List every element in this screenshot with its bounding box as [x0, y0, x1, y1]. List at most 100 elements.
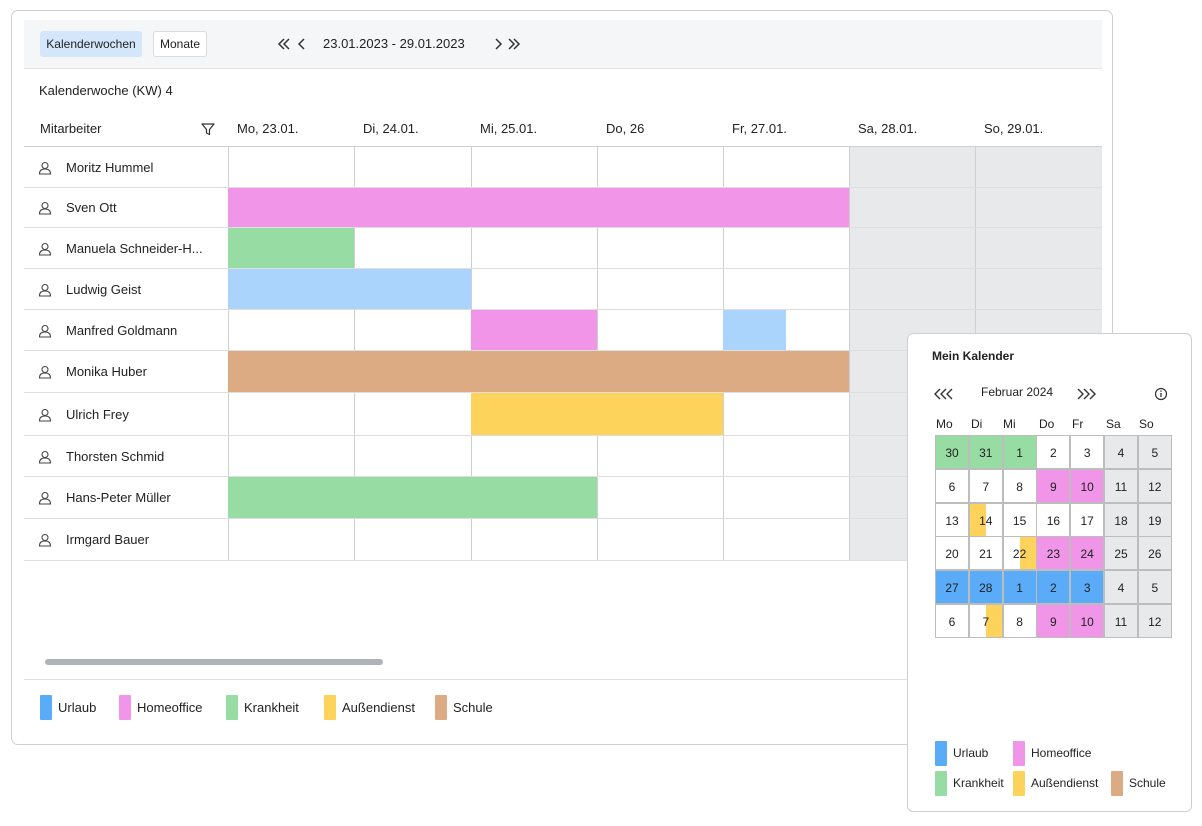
- employee-cell[interactable]: Manuela Schneider-H...: [24, 228, 228, 268]
- calendar-day[interactable]: 10: [1070, 468, 1105, 503]
- day-cell[interactable]: [354, 147, 471, 187]
- calendar-day[interactable]: 5: [1137, 570, 1172, 605]
- calendar-day[interactable]: 16: [1036, 502, 1071, 537]
- employee-cell[interactable]: Moritz Hummel: [24, 147, 228, 187]
- day-cell[interactable]: [975, 147, 1102, 187]
- day-cell[interactable]: [597, 269, 723, 309]
- calendar-day[interactable]: 15: [1002, 502, 1037, 537]
- day-cell[interactable]: [228, 393, 354, 435]
- calendar-day[interactable]: 30: [935, 435, 969, 469]
- calendar-day[interactable]: 26: [1137, 536, 1172, 571]
- double-chevron-left-icon[interactable]: [277, 37, 291, 51]
- calendar-day[interactable]: 8: [1002, 468, 1037, 503]
- employee-cell[interactable]: Sven Ott: [24, 188, 228, 227]
- absence-bar-homeoffice[interactable]: [228, 188, 849, 227]
- employee-cell[interactable]: Manfred Goldmann: [24, 310, 228, 350]
- employee-cell[interactable]: Ulrich Frey: [24, 393, 228, 435]
- day-cell[interactable]: [597, 436, 723, 476]
- day-cell[interactable]: [975, 269, 1102, 309]
- view-months-button[interactable]: Monate: [153, 31, 207, 57]
- calendar-day[interactable]: 13: [935, 502, 969, 537]
- calendar-day[interactable]: 25: [1104, 536, 1138, 571]
- chevron-right-icon[interactable]: [491, 37, 505, 51]
- day-cell[interactable]: [597, 228, 723, 268]
- calendar-day[interactable]: 4: [1104, 435, 1138, 469]
- calendar-day[interactable]: 10: [1070, 604, 1105, 638]
- calendar-day[interactable]: 11: [1104, 604, 1138, 638]
- absence-bar-homeoffice[interactable]: [471, 310, 597, 350]
- day-cell[interactable]: [975, 188, 1102, 227]
- day-cell[interactable]: [471, 228, 597, 268]
- filter-icon[interactable]: [201, 122, 215, 136]
- calendar-day[interactable]: 17: [1070, 502, 1105, 537]
- day-cell[interactable]: [228, 436, 354, 476]
- day-cell[interactable]: [723, 436, 849, 476]
- day-cell[interactable]: [723, 228, 849, 268]
- calendar-prev-icon[interactable]: [934, 387, 956, 401]
- calendar-day[interactable]: 14: [968, 502, 1003, 537]
- day-cell[interactable]: [354, 519, 471, 560]
- day-cell[interactable]: [597, 519, 723, 560]
- absence-bar-urlaub[interactable]: [723, 310, 786, 350]
- day-cell[interactable]: [723, 477, 849, 518]
- calendar-day[interactable]: 7: [968, 468, 1003, 503]
- absence-bar-aussendienst[interactable]: [471, 393, 723, 435]
- calendar-day[interactable]: 3: [1070, 435, 1105, 469]
- day-cell[interactable]: [975, 228, 1102, 268]
- absence-bar-urlaub[interactable]: [228, 269, 471, 309]
- calendar-day[interactable]: 2: [1036, 435, 1071, 469]
- calendar-day[interactable]: 2: [1036, 570, 1071, 605]
- calendar-day[interactable]: 27: [935, 570, 969, 605]
- day-cell[interactable]: [597, 147, 723, 187]
- absence-bar-schule[interactable]: [228, 351, 849, 392]
- calendar-day[interactable]: 28: [968, 570, 1003, 605]
- calendar-day[interactable]: 20: [935, 536, 969, 571]
- calendar-day[interactable]: 21: [968, 536, 1003, 571]
- calendar-day[interactable]: 4: [1104, 570, 1138, 605]
- absence-bar-krankheit[interactable]: [228, 228, 354, 268]
- day-cell[interactable]: [354, 228, 471, 268]
- calendar-day[interactable]: 12: [1137, 468, 1172, 503]
- info-icon[interactable]: [1154, 387, 1168, 401]
- view-weeks-button[interactable]: Kalenderwochen: [40, 31, 142, 57]
- day-cell[interactable]: [849, 188, 975, 227]
- double-chevron-right-icon[interactable]: [507, 37, 521, 51]
- calendar-day[interactable]: 19: [1137, 502, 1172, 537]
- day-cell[interactable]: [849, 269, 975, 309]
- day-cell[interactable]: [354, 393, 471, 435]
- employee-cell[interactable]: Monika Huber: [24, 351, 228, 392]
- day-cell[interactable]: [471, 269, 597, 309]
- day-cell[interactable]: [471, 436, 597, 476]
- absence-bar-krankheit[interactable]: [228, 477, 597, 518]
- day-cell[interactable]: [723, 393, 849, 435]
- day-cell[interactable]: [849, 228, 975, 268]
- calendar-day[interactable]: 11: [1104, 468, 1138, 503]
- calendar-day[interactable]: 7: [968, 604, 1003, 638]
- day-cell[interactable]: [723, 269, 849, 309]
- day-cell[interactable]: [471, 519, 597, 560]
- day-cell[interactable]: [723, 147, 849, 187]
- day-cell[interactable]: [849, 147, 975, 187]
- calendar-day[interactable]: 1: [1002, 435, 1037, 469]
- employee-cell[interactable]: Irmgard Bauer: [24, 519, 228, 560]
- chevron-left-icon[interactable]: [295, 37, 309, 51]
- calendar-day[interactable]: 3: [1070, 570, 1105, 605]
- calendar-day[interactable]: 18: [1104, 502, 1138, 537]
- employee-cell[interactable]: Thorsten Schmid: [24, 436, 228, 476]
- day-cell[interactable]: [597, 310, 723, 350]
- day-cell[interactable]: [228, 147, 354, 187]
- calendar-day[interactable]: 12: [1137, 604, 1172, 638]
- calendar-day[interactable]: 24: [1070, 536, 1105, 571]
- horizontal-scrollbar[interactable]: [45, 659, 383, 665]
- calendar-day[interactable]: 31: [968, 435, 1003, 469]
- day-cell[interactable]: [723, 519, 849, 560]
- day-cell[interactable]: [354, 310, 471, 350]
- calendar-day[interactable]: 23: [1036, 536, 1071, 571]
- day-cell[interactable]: [597, 477, 723, 518]
- day-cell[interactable]: [354, 436, 471, 476]
- calendar-day[interactable]: 9: [1036, 604, 1071, 638]
- day-cell[interactable]: [471, 147, 597, 187]
- calendar-day[interactable]: 8: [1002, 604, 1037, 638]
- day-cell[interactable]: [228, 519, 354, 560]
- calendar-day[interactable]: 6: [935, 468, 969, 503]
